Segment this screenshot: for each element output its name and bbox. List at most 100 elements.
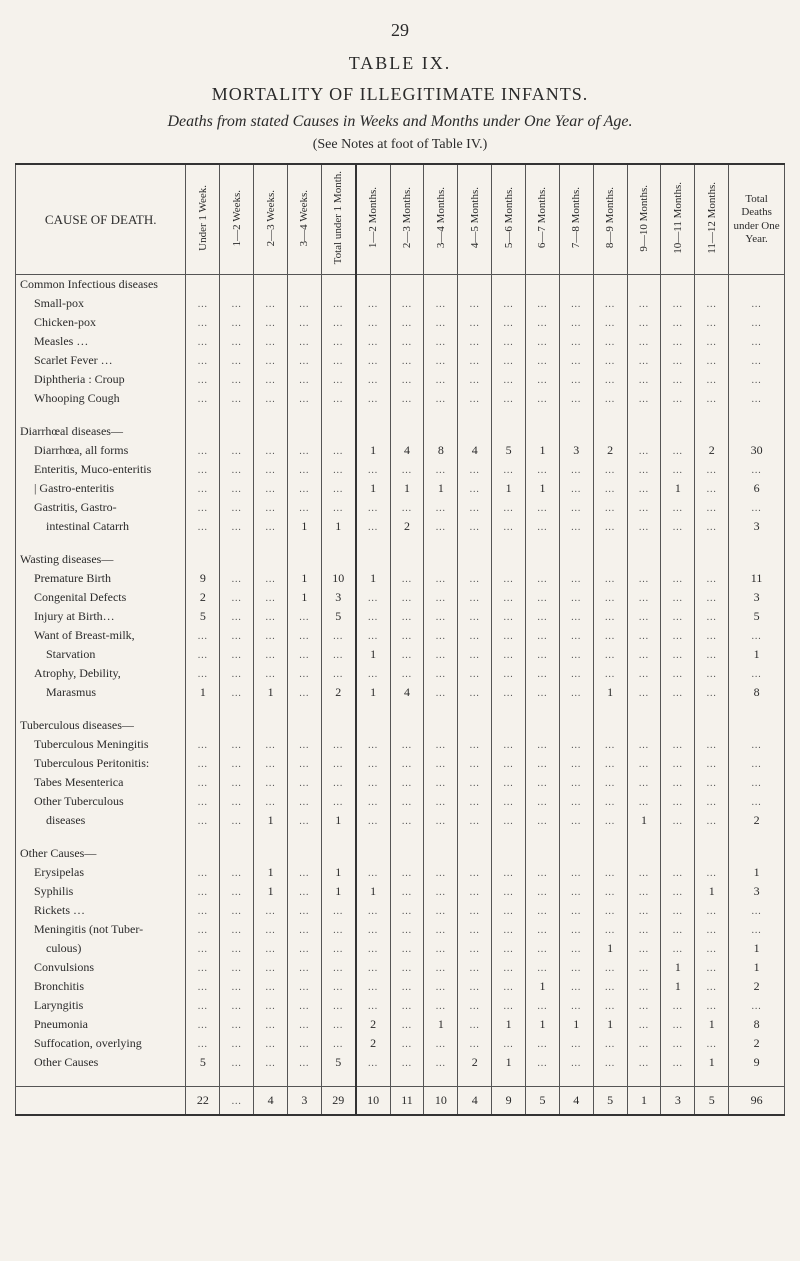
data-cell: 1: [254, 683, 288, 702]
data-cell: …: [661, 569, 695, 588]
data-cell: …: [186, 996, 220, 1015]
data-cell: …: [593, 313, 627, 332]
data-cell: …: [186, 370, 220, 389]
data-cell: 3: [321, 588, 355, 607]
data-cell: …: [356, 389, 390, 408]
data-cell: 1: [729, 863, 785, 882]
empty-cell: [593, 275, 627, 295]
data-cell: …: [390, 588, 424, 607]
data-cell: …: [186, 351, 220, 370]
data-cell: 1: [424, 1015, 458, 1034]
data-cell: …: [390, 460, 424, 479]
data-cell: 1: [661, 977, 695, 996]
data-cell: …: [729, 460, 785, 479]
data-cell: …: [593, 882, 627, 901]
empty-cell: [390, 422, 424, 441]
data-cell: …: [695, 588, 729, 607]
data-cell: …: [729, 351, 785, 370]
data-cell: 1: [492, 1015, 526, 1034]
data-cell: …: [321, 313, 355, 332]
data-cell: …: [424, 588, 458, 607]
data-cell: …: [458, 1034, 492, 1053]
data-cell: …: [492, 958, 526, 977]
cause-label: Other Tuberculous: [16, 792, 186, 811]
data-cell: …: [627, 645, 661, 664]
data-cell: …: [288, 958, 322, 977]
totals-row: 22…43291011104954513596: [16, 1087, 785, 1116]
data-cell: …: [220, 958, 254, 977]
data-cell: 1: [526, 479, 560, 498]
data-cell: 1: [356, 479, 390, 498]
data-cell: …: [526, 645, 560, 664]
cause-label: Tabes Mesenterica: [16, 773, 186, 792]
col-total-deaths: Total Deaths under One Year.: [729, 164, 785, 275]
data-cell: 5: [321, 1053, 355, 1072]
data-cell: …: [661, 901, 695, 920]
data-cell: 1: [186, 683, 220, 702]
page-number: 29: [15, 20, 785, 41]
data-cell: …: [254, 460, 288, 479]
data-cell: …: [492, 996, 526, 1015]
cause-label: Bronchitis: [16, 977, 186, 996]
data-cell: …: [458, 479, 492, 498]
empty-cell: [288, 844, 322, 863]
data-cell: …: [661, 811, 695, 830]
empty-cell: [186, 844, 220, 863]
totals-cell: 4: [254, 1087, 288, 1116]
data-cell: …: [593, 901, 627, 920]
cause-label: Whooping Cough: [16, 389, 186, 408]
group-row: Diarrhœal diseases—: [16, 422, 785, 441]
empty-cell: [492, 422, 526, 441]
data-cell: 3: [559, 441, 593, 460]
empty-cell: [526, 275, 560, 295]
data-cell: …: [458, 773, 492, 792]
data-cell: …: [356, 863, 390, 882]
data-cell: …: [356, 811, 390, 830]
data-cell: …: [390, 958, 424, 977]
cause-label: Atrophy, Debility,: [16, 664, 186, 683]
data-cell: …: [627, 683, 661, 702]
spacer-row: [16, 830, 785, 844]
data-cell: …: [593, 920, 627, 939]
data-cell: …: [458, 517, 492, 536]
group-row: Wasting diseases—: [16, 550, 785, 569]
cause-label: Scarlet Fever …: [16, 351, 186, 370]
empty-cell: [729, 716, 785, 735]
data-cell: …: [254, 313, 288, 332]
empty-cell: [526, 550, 560, 569]
data-cell: …: [356, 332, 390, 351]
data-cell: …: [390, 882, 424, 901]
data-cell: …: [390, 1034, 424, 1053]
data-cell: …: [220, 1015, 254, 1034]
data-cell: …: [729, 664, 785, 683]
data-cell: …: [220, 996, 254, 1015]
data-cell: …: [356, 939, 390, 958]
data-cell: …: [424, 351, 458, 370]
data-cell: …: [492, 939, 526, 958]
empty-cell: [254, 275, 288, 295]
empty-cell: [254, 550, 288, 569]
totals-cell: 22: [186, 1087, 220, 1116]
cause-label: Syphilis: [16, 882, 186, 901]
data-cell: …: [492, 626, 526, 645]
col-9-10-months: 9—10 Months.: [627, 164, 661, 275]
data-cell: …: [321, 479, 355, 498]
data-cell: …: [390, 939, 424, 958]
data-cell: …: [356, 294, 390, 313]
data-cell: …: [220, 389, 254, 408]
data-cell: …: [424, 370, 458, 389]
data-cell: …: [627, 920, 661, 939]
data-cell: …: [356, 370, 390, 389]
data-cell: …: [695, 479, 729, 498]
data-cell: …: [458, 882, 492, 901]
data-cell: …: [254, 977, 288, 996]
data-cell: …: [593, 498, 627, 517]
totals-cell: 11: [390, 1087, 424, 1116]
data-cell: …: [661, 588, 695, 607]
data-cell: …: [424, 460, 458, 479]
empty-cell: [695, 422, 729, 441]
data-cell: …: [593, 460, 627, 479]
mortality-table: CAUSE OF DEATH. Under 1 Week. 1—2 Weeks.…: [15, 163, 785, 1116]
data-cell: …: [492, 977, 526, 996]
data-cell: …: [254, 901, 288, 920]
